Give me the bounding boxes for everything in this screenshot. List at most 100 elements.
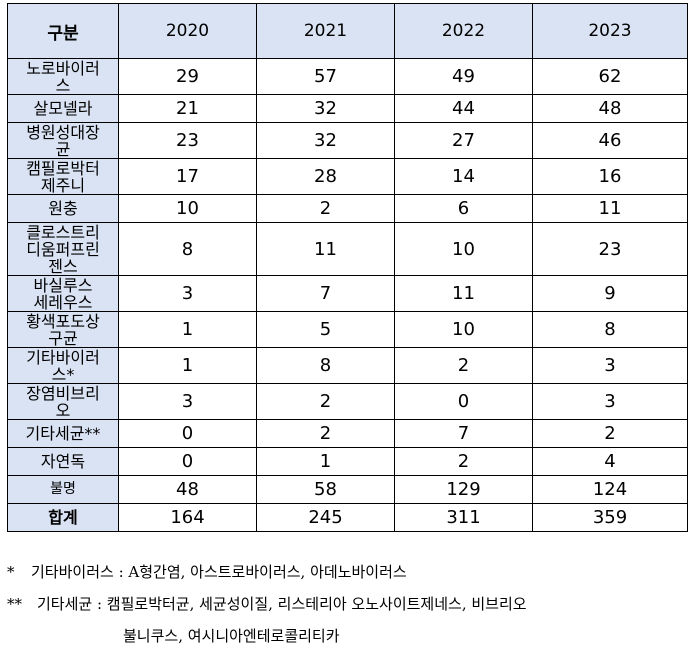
row-label: 기타바이러 스* xyxy=(7,347,119,384)
footnote-mark: * xyxy=(7,563,15,581)
label-line: 합계 xyxy=(48,508,78,527)
table-header-row: 구분 2020 2021 2022 2023 xyxy=(7,3,688,59)
cell-value: 245 xyxy=(256,503,395,532)
cell-value: 4 xyxy=(532,447,688,476)
row-label: 바실루스 세레우스 xyxy=(7,275,119,312)
footnote-continuation: 불니쿠스, 여시니아엔테로콜리티카 xyxy=(123,627,340,645)
cell-value: 2 xyxy=(394,347,533,384)
table-row: 노로바이러 스 29 57 49 62 xyxy=(7,58,688,95)
label-line: 젠스 xyxy=(48,256,78,276)
cell-value: 1 xyxy=(118,347,257,384)
header-year: 2021 xyxy=(256,3,395,59)
cell-value: 29 xyxy=(118,58,257,95)
table-row: 불명 48 58 129 124 xyxy=(7,475,688,504)
label-line: 불명 xyxy=(50,481,76,497)
cell-value: 5 xyxy=(256,311,395,348)
label-line: 노로바이러 xyxy=(26,58,100,78)
label-line: 바실루스 xyxy=(33,275,93,295)
label-line: 오 xyxy=(55,400,71,420)
cell-value: 8 xyxy=(532,311,688,348)
cell-value: 3 xyxy=(118,275,257,312)
cell-value: 27 xyxy=(394,122,533,159)
row-label: 노로바이러 스 xyxy=(7,58,119,95)
footnote-text: 기타바이러스 : A형간염, 아스트로바이러스, 아데노바이러스 xyxy=(31,563,407,581)
cell-value: 3 xyxy=(532,347,688,384)
row-label: 병원성대장 균 xyxy=(7,122,119,159)
cell-value: 10 xyxy=(394,222,533,276)
cell-value: 11 xyxy=(394,275,533,312)
label-line: 균 xyxy=(55,139,71,159)
cell-value: 57 xyxy=(256,58,395,95)
cell-value: 48 xyxy=(532,94,688,123)
cell-value: 7 xyxy=(256,275,395,312)
label-line: 살모넬라 xyxy=(33,99,93,118)
cell-value: 7 xyxy=(394,419,533,448)
cell-value: 3 xyxy=(532,383,688,420)
cell-value: 23 xyxy=(532,222,688,276)
label-line: 스* xyxy=(51,364,75,384)
cell-value: 46 xyxy=(532,122,688,159)
cell-value: 28 xyxy=(256,158,395,195)
cell-value: 2 xyxy=(532,419,688,448)
cell-value: 359 xyxy=(532,503,688,532)
cell-value: 11 xyxy=(532,194,688,223)
cell-value: 62 xyxy=(532,58,688,95)
label-line: 황색포도상 xyxy=(26,311,100,331)
cell-value: 164 xyxy=(118,503,257,532)
cell-value: 2 xyxy=(256,194,395,223)
row-label: 캠필로박터 제주니 xyxy=(7,158,119,195)
cell-value: 2 xyxy=(256,383,395,420)
table-row: 기타세균** 0 2 7 2 xyxy=(7,419,688,448)
row-label: 클로스트리 디움퍼프린 젠스 xyxy=(7,222,119,276)
table-row: 장염비브리 오 3 2 0 3 xyxy=(7,383,688,420)
cell-value: 10 xyxy=(118,194,257,223)
header-category: 구분 xyxy=(7,3,119,59)
cell-value: 6 xyxy=(394,194,533,223)
table-total-row: 합계 164 245 311 359 xyxy=(7,503,688,532)
footnote-1: * 기타바이러스 : A형간염, 아스트로바이러스, 아데노바이러스 xyxy=(7,560,691,584)
cell-value: 17 xyxy=(118,158,257,195)
footnotes: * 기타바이러스 : A형간염, 아스트로바이러스, 아데노바이러스 ** 기타… xyxy=(7,560,691,648)
table-row: 병원성대장 균 23 32 27 46 xyxy=(7,122,688,159)
cell-value: 10 xyxy=(394,311,533,348)
label-line: 기타세균** xyxy=(25,424,101,443)
header-year: 2022 xyxy=(394,3,533,59)
statistics-table: 구분 2020 2021 2022 2023 노로바이러 스 29 57 49 6… xyxy=(7,3,688,532)
table-row: 살모넬라 21 32 44 48 xyxy=(7,94,688,123)
cell-value: 48 xyxy=(118,475,257,504)
footnote-mark: ** xyxy=(7,595,22,613)
cell-value: 0 xyxy=(394,383,533,420)
cell-value: 44 xyxy=(394,94,533,123)
row-label: 살모넬라 xyxy=(7,94,119,123)
table-row: 자연독 0 1 2 4 xyxy=(7,447,688,476)
table-row: 클로스트리 디움퍼프린 젠스 8 11 10 23 xyxy=(7,222,688,276)
table-row: 원충 10 2 6 11 xyxy=(7,194,688,223)
row-label: 불명 xyxy=(7,475,119,504)
table-row: 황색포도상 구균 1 5 10 8 xyxy=(7,311,688,348)
cell-value: 2 xyxy=(256,419,395,448)
label-line: 캠필로박터 xyxy=(26,158,100,178)
cell-value: 21 xyxy=(118,94,257,123)
label-line: 기타바이러 xyxy=(26,347,100,367)
cell-value: 311 xyxy=(394,503,533,532)
row-label: 기타세균** xyxy=(7,419,119,448)
label-line: 스 xyxy=(55,75,71,95)
cell-value: 58 xyxy=(256,475,395,504)
cell-value: 124 xyxy=(532,475,688,504)
cell-value: 32 xyxy=(256,122,395,159)
cell-value: 0 xyxy=(118,419,257,448)
label-line: 클로스트리 xyxy=(26,222,100,242)
cell-value: 1 xyxy=(256,447,395,476)
label-line: 구균 xyxy=(48,328,78,348)
footnote-2: ** 기타세균 : 캠필로박터균, 세균성이질, 리스테리아 오노사이트제네스,… xyxy=(7,592,691,648)
cell-value: 0 xyxy=(118,447,257,476)
cell-value: 23 xyxy=(118,122,257,159)
cell-value: 9 xyxy=(532,275,688,312)
row-label: 합계 xyxy=(7,503,119,532)
cell-value: 16 xyxy=(532,158,688,195)
label-line: 장염비브리 xyxy=(26,383,100,403)
cell-value: 8 xyxy=(256,347,395,384)
row-label: 자연독 xyxy=(7,447,119,476)
cell-value: 2 xyxy=(394,447,533,476)
table-row: 기타바이러 스* 1 8 2 3 xyxy=(7,347,688,384)
